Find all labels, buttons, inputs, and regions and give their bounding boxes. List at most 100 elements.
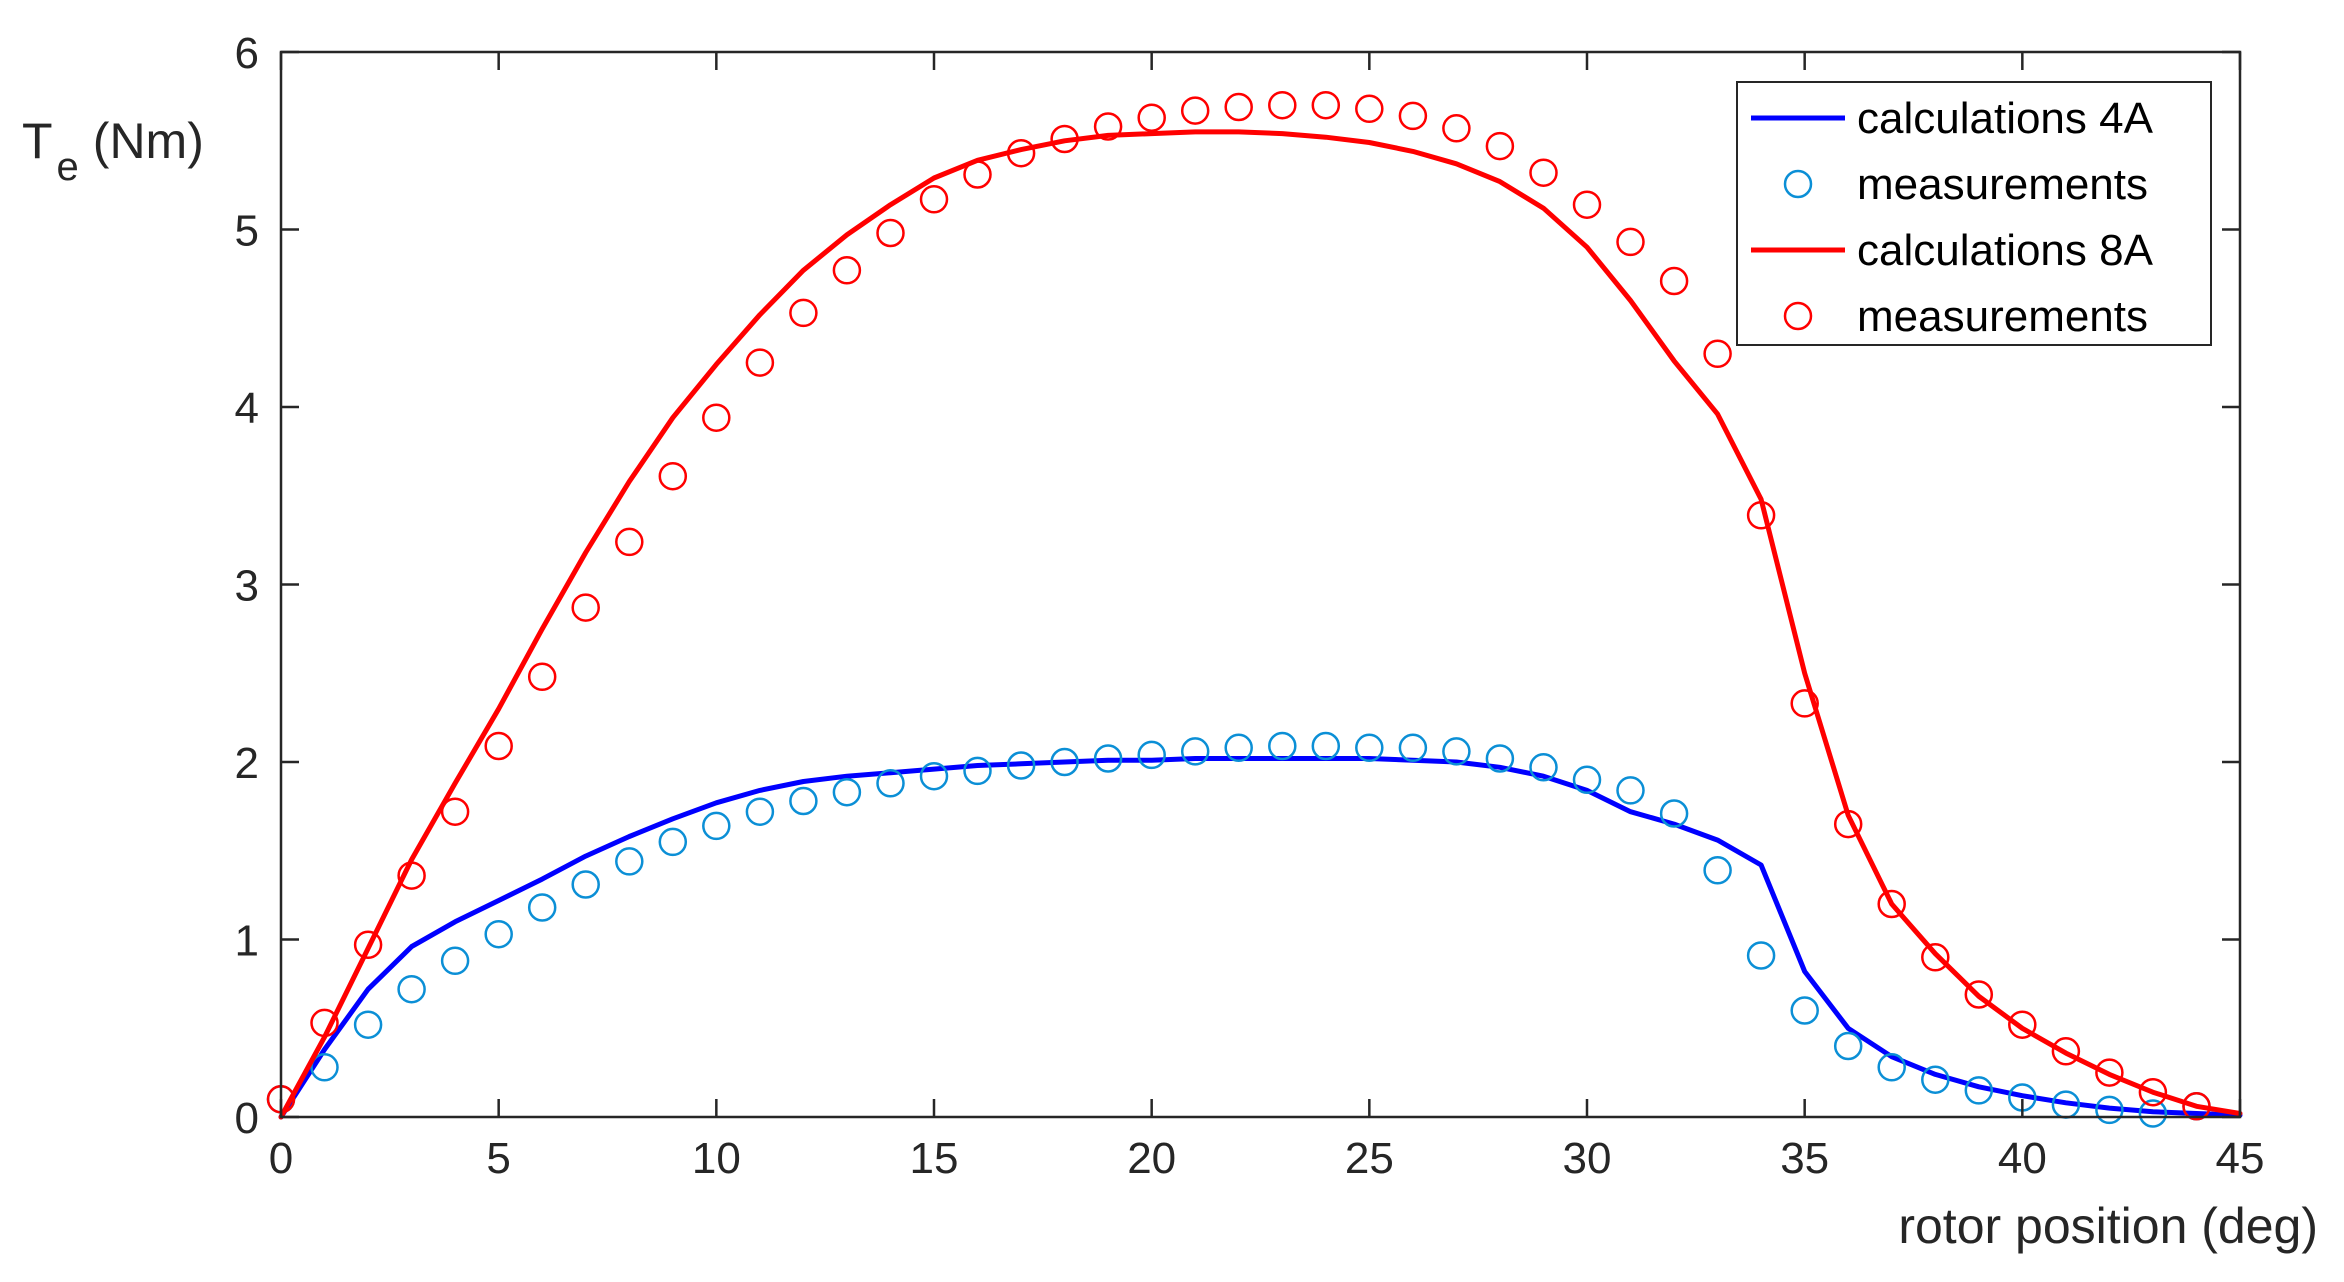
y-tick-label-4: 4 <box>235 384 259 433</box>
series-1-point-15 <box>919 761 949 791</box>
series-1-point-42 <box>2095 1095 2124 1125</box>
x-tick-label-3: 15 <box>910 1134 959 1183</box>
series-1-point-25 <box>1355 733 1384 763</box>
series-3-point-24 <box>1311 90 1341 120</box>
series-1-point-27 <box>1442 737 1471 766</box>
series-layer <box>266 90 2243 1128</box>
series-3-point-7 <box>571 593 600 622</box>
series-3-point-11 <box>745 348 775 377</box>
series-1-point-37 <box>1877 1053 1906 1082</box>
legend-swatch-3 <box>1783 301 1813 331</box>
series-3-point-37 <box>1877 889 1906 919</box>
series-3-point-30 <box>1572 190 1602 219</box>
legend-swatch-1 <box>1783 169 1813 199</box>
series-3-point-20 <box>1137 103 1166 132</box>
series-3-point-4 <box>440 797 470 826</box>
x-tick-label-9: 45 <box>2216 1134 2265 1183</box>
series-1-point-2 <box>353 1010 383 1039</box>
y-tick-label-0: 0 <box>235 1094 259 1143</box>
series-3-point-12 <box>789 298 818 328</box>
series-3-point-14 <box>876 218 905 248</box>
series-1-point-36 <box>1833 1031 1863 1061</box>
legend-entry-3: measurements <box>1783 292 2148 341</box>
series-3-point-27 <box>1442 114 1471 143</box>
series-1-point-26 <box>1398 733 1428 763</box>
series-3-point-25 <box>1355 94 1384 124</box>
series-3-point-38 <box>1921 943 1950 972</box>
series-1-point-24 <box>1311 731 1341 761</box>
series-0 <box>278 756 2243 1120</box>
series-1-point-13 <box>832 777 862 807</box>
x-axis-label: rotor position (deg) <box>1898 1198 2318 1254</box>
series-1-point-23 <box>1268 731 1297 761</box>
series-3-point-42 <box>2095 1058 2124 1087</box>
series-3-point-36 <box>1833 809 1863 839</box>
series-3 <box>266 90 2211 1121</box>
x-tick-label-5: 25 <box>1345 1134 1394 1183</box>
series-1-point-8 <box>615 847 644 876</box>
series-1-point-17 <box>1006 751 1036 780</box>
legend-label-3: measurements <box>1857 292 2148 341</box>
series-line-2 <box>278 129 2243 1120</box>
series-1-point-22 <box>1224 733 1253 763</box>
y-tick-label-1: 1 <box>235 917 259 966</box>
series-1-point-20 <box>1137 740 1166 770</box>
legend-label-1: measurements <box>1857 160 2148 209</box>
series-1-point-19 <box>1093 744 1123 773</box>
series-3-point-35 <box>1790 689 1819 718</box>
series-3-point-26 <box>1398 101 1428 131</box>
series-1-point-10 <box>702 811 731 841</box>
series-1-point-21 <box>1180 737 1210 766</box>
series-3-point-32 <box>1659 266 1689 296</box>
series-line-0 <box>278 756 2243 1120</box>
series-1-point-1 <box>310 1053 339 1082</box>
x-tick-label-6: 30 <box>1563 1134 1612 1183</box>
series-1-point-6 <box>527 893 557 922</box>
series-1-point-33 <box>1703 856 1732 885</box>
series-3-point-17 <box>1006 138 1036 168</box>
series-1-point-38 <box>1921 1065 1950 1094</box>
series-3-point-19 <box>1093 112 1123 141</box>
series-1-point-35 <box>1790 996 1819 1025</box>
legend: calculations 4A measurements calculations … <box>1736 81 2212 346</box>
series-1-point-4 <box>440 946 470 976</box>
series-3-point-5 <box>484 731 513 761</box>
series-3-point-34 <box>1746 501 1776 530</box>
series-1-point-43 <box>2138 1099 2168 1128</box>
series-3-point-33 <box>1703 339 1732 369</box>
x-tick-label-8: 40 <box>1998 1134 2047 1183</box>
series-3-point-31 <box>1616 227 1645 257</box>
series-3-point-2 <box>353 930 383 960</box>
series-2 <box>278 129 2243 1120</box>
y-tick-label-3: 3 <box>235 562 259 611</box>
series-3-point-15 <box>919 185 949 214</box>
series-3-point-29 <box>1529 158 1558 187</box>
series-1-point-34 <box>1746 941 1776 970</box>
y-axis-label-subscript: e <box>57 145 79 189</box>
legend-label-0: calculations 4A <box>1857 94 2154 143</box>
x-tick-label-7: 35 <box>1780 1134 1829 1183</box>
series-1-point-11 <box>745 797 775 826</box>
legend-box <box>1736 81 2212 346</box>
series-3-point-1 <box>310 1008 339 1038</box>
series-3-point-6 <box>527 662 557 692</box>
series-3-point-41 <box>2051 1037 2081 1066</box>
series-1-point-14 <box>876 769 905 798</box>
series-1-point-28 <box>1485 744 1515 773</box>
legend-entry-1: measurements <box>1783 160 2148 209</box>
series-1-point-5 <box>484 919 513 949</box>
legend-entry-0: calculations 4A <box>1751 94 2154 143</box>
series-3-point-43 <box>2138 1077 2168 1107</box>
series-1-point-32 <box>1659 799 1689 828</box>
legend-entry-2: calculations 8A <box>1751 226 2154 275</box>
series-3-point-21 <box>1180 96 1210 125</box>
x-tick-label-1: 5 <box>486 1134 510 1183</box>
y-tick-label-2: 2 <box>235 739 259 788</box>
y-axis-label-main: T <box>22 113 53 169</box>
series-3-point-44 <box>2182 1092 2211 1121</box>
series-3-point-16 <box>963 160 992 189</box>
series-1-point-9 <box>658 827 688 857</box>
legend-label-2: calculations 8A <box>1857 226 2154 275</box>
